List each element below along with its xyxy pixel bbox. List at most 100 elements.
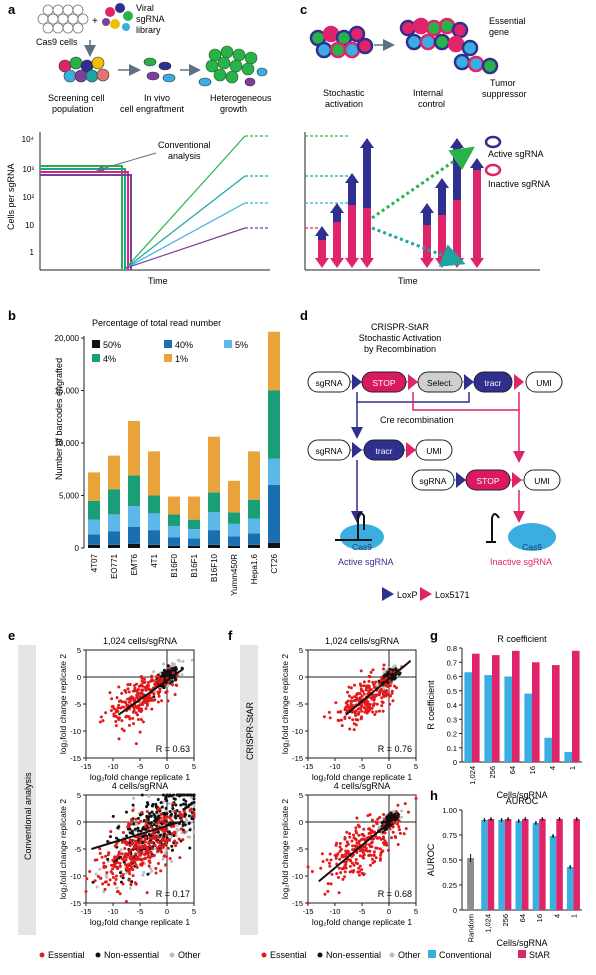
bar-ytick-label: 0.5: [447, 687, 457, 696]
scatter-point: [371, 861, 375, 865]
scatter-point: [172, 824, 176, 828]
d-umi-3: UMI: [534, 476, 550, 486]
ef-legend: Essential Non-essential Other Essential …: [39, 950, 421, 960]
scatter-point: [146, 817, 150, 821]
c-pink-bar: [348, 205, 356, 260]
scatter-point: [102, 861, 106, 865]
b-legend-title: Percentage of total read number: [92, 318, 221, 328]
scatter-point: [355, 816, 359, 820]
scatter-xtick-label: -5: [359, 907, 366, 916]
scatter-point: [159, 678, 163, 682]
b-bar-segment: [248, 544, 260, 548]
scatter-point: [158, 807, 162, 811]
scatter-point: [320, 852, 324, 856]
scatter-fit-line: [91, 819, 184, 850]
scatter-point: [306, 901, 310, 905]
scatter-ytick-label: -15: [70, 754, 81, 763]
b-bar-segment: [148, 513, 160, 531]
scatter-point: [139, 819, 143, 823]
scatter-point: [145, 891, 149, 895]
b-bar-segment: [128, 506, 140, 527]
scatter-point: [385, 843, 389, 847]
d-sgrna-3: sgRNA: [420, 476, 447, 486]
scatter-point: [400, 809, 404, 813]
scatter-point: [326, 889, 330, 893]
c-pink-bar: [363, 208, 371, 260]
scatter-point: [328, 716, 332, 720]
scatter-point: [99, 715, 103, 719]
scatter-point: [406, 810, 410, 814]
c-result-cells-icon: [399, 17, 499, 75]
bar-ytick-label: 0.6: [447, 673, 457, 682]
scatter-point: [159, 816, 163, 820]
scatter-point: [105, 871, 109, 875]
scatter-point: [386, 848, 390, 852]
scatter-r-annotation: R = 0.63: [156, 744, 190, 754]
d-stop-2: STOP: [477, 476, 500, 486]
scatter-point: [164, 683, 168, 687]
scatter-xtick-label: -10: [330, 907, 341, 916]
d-tracr-2: tracr: [376, 446, 393, 456]
d-inactive-label: Inactive sgRNA: [490, 557, 552, 567]
scatter-point: [143, 853, 147, 857]
scatter-point: [172, 797, 176, 801]
b-bar-segment: [128, 543, 140, 548]
b-ylabel: Number of barcodes engrafted: [54, 358, 64, 480]
bar-conventional: [564, 752, 572, 762]
scatter-point: [166, 664, 170, 668]
scatter-point: [381, 835, 385, 839]
scatter-point: [379, 679, 383, 683]
bar-conventional: [549, 836, 557, 910]
scatter-point: [159, 801, 163, 805]
scatter-point: [116, 706, 120, 710]
scatter-point: [113, 855, 117, 859]
scatter-point: [146, 683, 150, 687]
scatter-point: [168, 832, 172, 836]
c-control-1: Internal: [413, 88, 443, 98]
scatter-point: [379, 857, 383, 861]
b-bar-segment: [228, 480, 240, 513]
scatter-point: [181, 802, 185, 806]
scatter-point: [344, 860, 348, 864]
c-stoch-1: Stochastic: [323, 88, 365, 98]
scatter-point: [158, 687, 162, 691]
scatter-point: [104, 854, 108, 858]
scatter-point: [161, 857, 165, 861]
scatter-point: [157, 814, 161, 818]
scatter-point: [368, 688, 372, 692]
panel-letter-a: a: [8, 2, 16, 17]
scatter-point: [133, 827, 137, 831]
panel-letter-e: e: [8, 628, 15, 643]
scatter-point: [192, 797, 196, 801]
bar-conventional: [544, 737, 552, 762]
scatter-point: [121, 876, 125, 880]
scatter-point: [192, 803, 196, 807]
d-cre-bracket-pink: [412, 392, 520, 411]
scatter-point: [338, 841, 342, 845]
scatter-point: [310, 869, 314, 873]
scatter-xtick-label: 0: [387, 762, 391, 771]
scatter-point: [147, 794, 151, 798]
b-bar-segment: [128, 527, 140, 544]
scatter-point: [118, 716, 122, 720]
b-bar-segment: [108, 455, 120, 490]
c-active-ring: [484, 135, 502, 149]
scatter-point: [368, 702, 372, 706]
scatter-point: [128, 886, 132, 890]
scatter-point: [136, 848, 140, 852]
bar-star: [532, 662, 540, 762]
scatter-point: [339, 718, 343, 722]
scatter-point: [163, 673, 167, 677]
bar-conventional: [481, 820, 488, 910]
scatter-point: [185, 793, 189, 797]
scatter-point: [327, 710, 331, 714]
scatter-point: [190, 796, 194, 800]
c-pink-arrowhead: [420, 258, 434, 268]
b-bar-segment: [248, 518, 260, 534]
d-construct-active: sgRNA tracr UMI: [307, 439, 453, 461]
growth-small-cells: [198, 67, 268, 87]
bar-conventional: [524, 693, 532, 762]
scatter-point: [380, 675, 384, 679]
scatter-point: [338, 857, 342, 861]
